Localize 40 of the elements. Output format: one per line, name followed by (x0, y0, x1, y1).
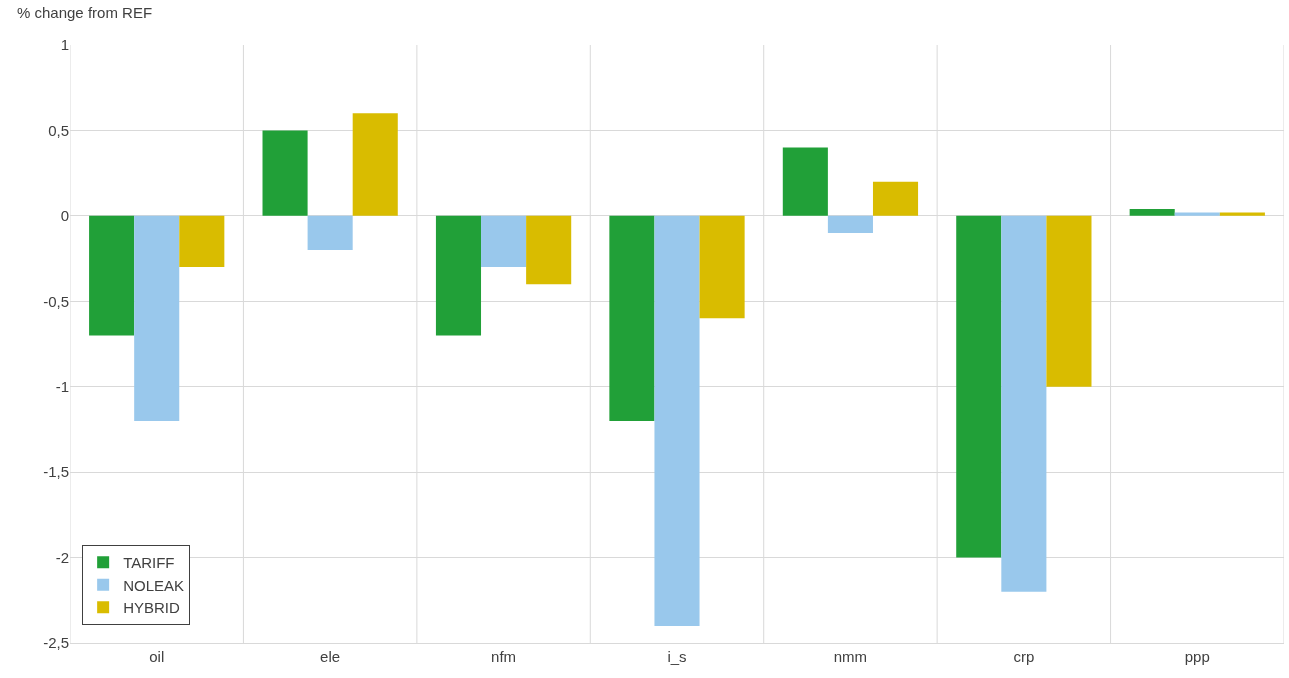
y-axis-title: % change from REF (17, 4, 153, 21)
x-tick-label: crp (1013, 648, 1035, 665)
bar (435, 215, 482, 336)
bar (307, 215, 353, 251)
y-tick-label: -2,5 (43, 634, 69, 652)
bar (872, 181, 919, 216)
legend-label: TARIFF (123, 554, 175, 572)
bar (179, 215, 225, 268)
bar (699, 215, 745, 319)
bar (956, 215, 1002, 558)
bar (262, 130, 308, 216)
y-tick-label: -1 (55, 377, 69, 395)
y-tick-label: -0,5 (43, 292, 69, 310)
x-tick-label: nmm (833, 648, 868, 665)
y-tick-label: 0,5 (48, 121, 69, 139)
bar (1046, 215, 1092, 387)
x-tick-label: ele (320, 648, 341, 665)
bar (782, 147, 828, 216)
bar (352, 113, 398, 216)
y-tick-label: -1,5 (43, 463, 69, 481)
bar (1129, 209, 1175, 216)
bar (526, 215, 572, 285)
x-tick-label: i_s (667, 648, 687, 665)
bar (654, 215, 700, 626)
bar (134, 215, 180, 421)
y-tick-label: 0 (60, 207, 69, 225)
bar (1219, 212, 1265, 216)
y-tick-label: 1 (60, 36, 69, 54)
bar (609, 215, 655, 421)
x-tick-label: oil (149, 648, 165, 665)
bar (1174, 212, 1220, 216)
bar (827, 215, 873, 233)
bar (481, 215, 527, 268)
x-tick-label: ppp (1184, 648, 1210, 665)
bar (89, 215, 135, 336)
x-tick-label: nfm (491, 648, 517, 665)
legend-label: HYBRID (123, 599, 180, 617)
legend-label: NOLEAK (123, 576, 184, 594)
bar (1001, 215, 1047, 592)
y-tick-label: -2 (55, 548, 69, 566)
